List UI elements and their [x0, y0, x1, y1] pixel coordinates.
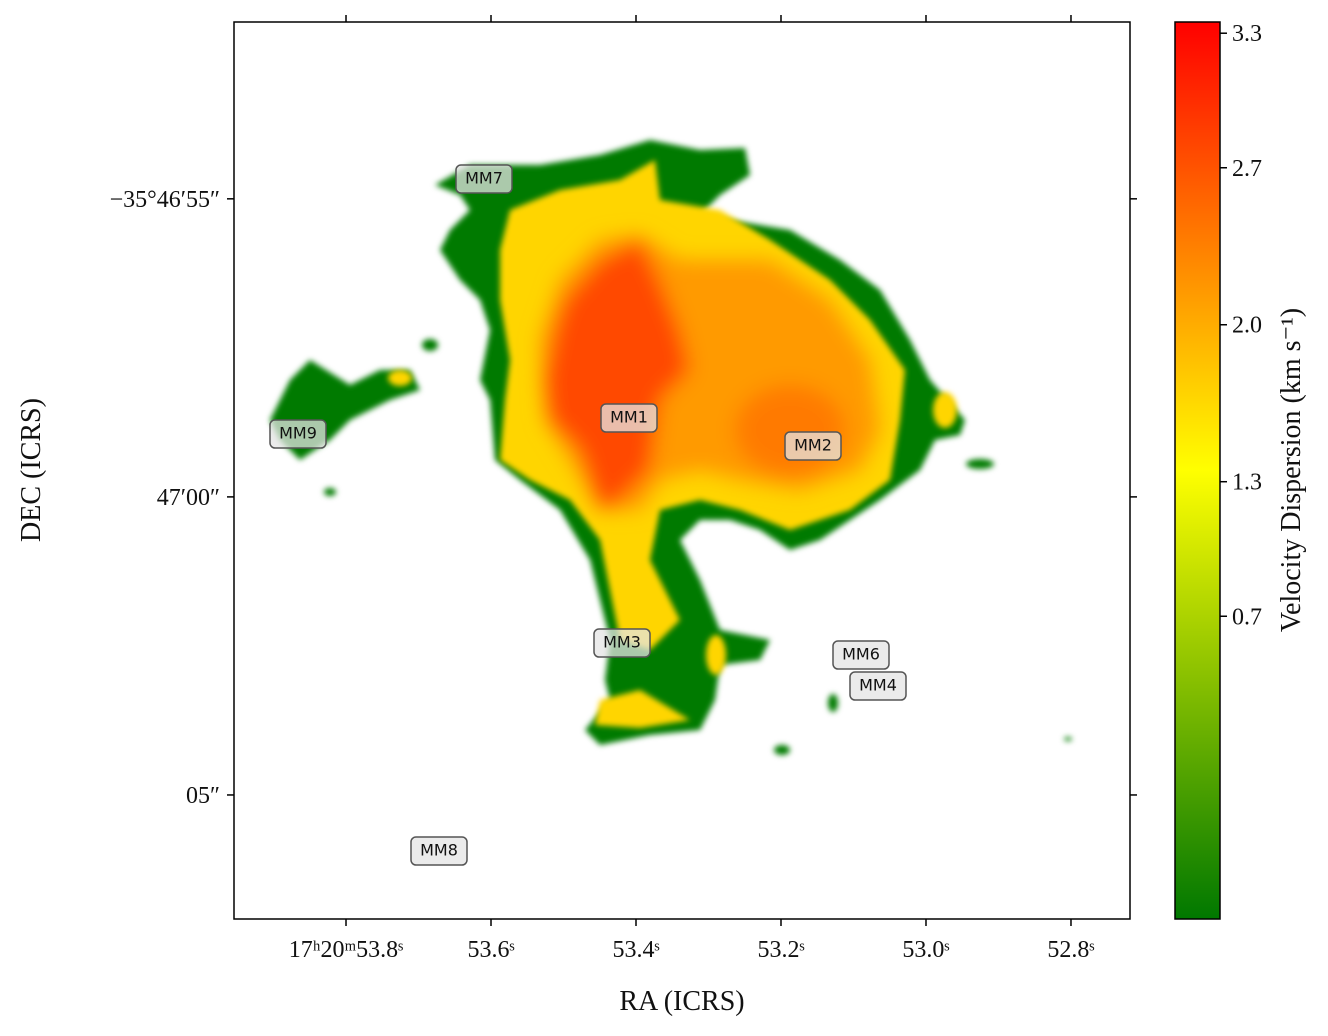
x-tick-label: 53.6ˢ	[467, 937, 514, 963]
source-label: MM9	[269, 419, 327, 449]
source-label: MM8	[410, 836, 468, 866]
y-tick-label: 05″	[186, 783, 220, 809]
colorbar	[1175, 22, 1220, 919]
x-tick-label: 52.8ˢ	[1047, 937, 1094, 963]
x-tick-label: 53.2ˢ	[757, 937, 804, 963]
colorbar-tick-label: 2.0	[1232, 313, 1262, 339]
source-label: MM6	[832, 640, 890, 670]
x-tick-label: 17ʰ20ᵐ53.8ˢ	[289, 937, 404, 963]
colorbar-label: Velocity Dispersion (km s⁻¹)	[1276, 308, 1307, 632]
source-name: MM4	[859, 676, 897, 695]
y-axis-label: DEC (ICRS)	[16, 398, 47, 542]
y-tick-label: −35°46′55″	[110, 187, 220, 213]
plot-frame	[233, 21, 1131, 920]
x-tick-label: 53.0ˢ	[902, 937, 949, 963]
x-axis-label: RA (ICRS)	[619, 986, 744, 1017]
y-tick-label: 47′00″	[157, 485, 220, 511]
source-labels: MM1 MM2 MM3 MM4 MM6 MM7 MM8 MM9	[269, 164, 907, 866]
colorbar-tick-label: 0.7	[1232, 604, 1262, 630]
source-label: MM1	[600, 403, 658, 433]
source-name: MM7	[465, 169, 503, 188]
colorbar-frame	[1174, 21, 1221, 920]
colorbar-tick-label: 1.3	[1232, 470, 1262, 496]
source-name: MM6	[842, 645, 880, 664]
source-name: MM9	[279, 424, 317, 443]
source-name: MM8	[420, 841, 458, 860]
source-label: MM7	[455, 164, 513, 194]
colorbar-tick-label: 2.7	[1232, 156, 1262, 182]
source-label: MM2	[784, 431, 842, 461]
source-name: MM1	[610, 408, 648, 427]
colorbar-tick-label: 3.3	[1232, 21, 1262, 47]
source-name: MM3	[603, 633, 641, 652]
source-name: MM2	[794, 436, 832, 455]
source-label: MM4	[849, 671, 907, 701]
velocity-map	[270, 140, 1072, 755]
source-label: MM3	[593, 628, 651, 658]
x-tick-label: 53.4ˢ	[612, 937, 659, 963]
